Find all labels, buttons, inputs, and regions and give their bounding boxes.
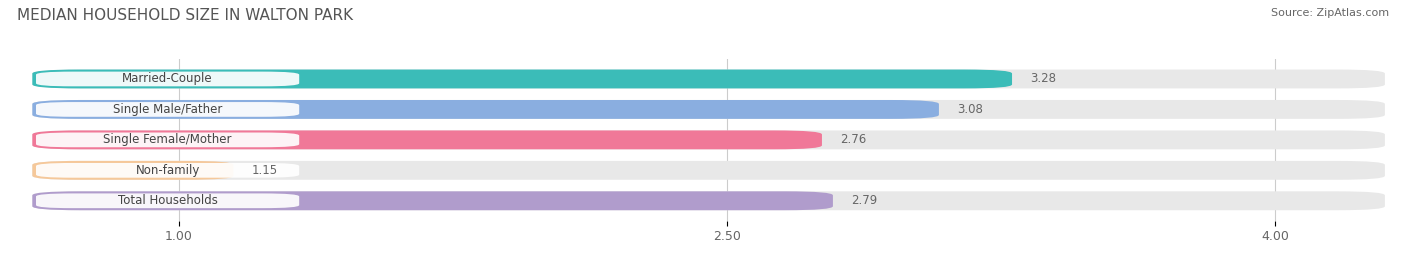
FancyBboxPatch shape — [37, 193, 299, 208]
Text: Source: ZipAtlas.com: Source: ZipAtlas.com — [1271, 8, 1389, 18]
FancyBboxPatch shape — [37, 133, 299, 147]
FancyBboxPatch shape — [37, 72, 299, 86]
FancyBboxPatch shape — [32, 130, 823, 149]
FancyBboxPatch shape — [32, 161, 233, 180]
FancyBboxPatch shape — [32, 100, 939, 119]
Text: 1.15: 1.15 — [252, 164, 278, 177]
Text: 3.08: 3.08 — [957, 103, 983, 116]
FancyBboxPatch shape — [37, 163, 299, 178]
FancyBboxPatch shape — [37, 102, 299, 117]
Text: Total Households: Total Households — [118, 194, 218, 207]
Text: 2.76: 2.76 — [841, 133, 866, 146]
Text: Single Female/Mother: Single Female/Mother — [104, 133, 232, 146]
Text: 3.28: 3.28 — [1031, 72, 1056, 86]
Text: Married-Couple: Married-Couple — [122, 72, 212, 86]
FancyBboxPatch shape — [32, 69, 1012, 89]
Text: 2.79: 2.79 — [851, 194, 877, 207]
Text: MEDIAN HOUSEHOLD SIZE IN WALTON PARK: MEDIAN HOUSEHOLD SIZE IN WALTON PARK — [17, 8, 353, 23]
Text: Non-family: Non-family — [135, 164, 200, 177]
FancyBboxPatch shape — [32, 69, 1385, 89]
FancyBboxPatch shape — [32, 161, 1385, 180]
FancyBboxPatch shape — [32, 130, 1385, 149]
FancyBboxPatch shape — [32, 191, 832, 210]
Text: Single Male/Father: Single Male/Father — [112, 103, 222, 116]
FancyBboxPatch shape — [32, 191, 1385, 210]
FancyBboxPatch shape — [32, 100, 1385, 119]
